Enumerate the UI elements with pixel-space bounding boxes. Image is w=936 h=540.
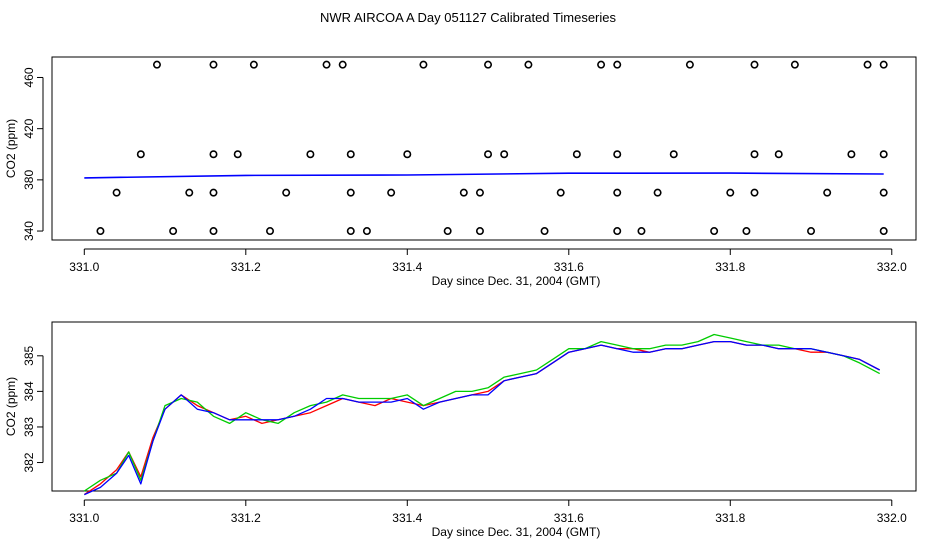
data-point — [387, 188, 396, 197]
x-tick-label: 331.6 — [554, 260, 584, 274]
series-line-2 — [84, 340, 881, 496]
data-point — [863, 60, 872, 69]
plot-frame — [51, 321, 917, 492]
data-point — [475, 227, 484, 236]
data-point — [112, 188, 121, 197]
x-tick-label: 331.0 — [69, 511, 99, 525]
data-point — [484, 60, 493, 69]
data-point — [484, 150, 493, 159]
data-point — [346, 150, 355, 159]
data-point — [500, 150, 509, 159]
data-point — [185, 188, 194, 197]
data-point — [152, 60, 161, 69]
data-point — [338, 60, 347, 69]
x-tick-label: 332.0 — [877, 260, 907, 274]
data-point — [879, 60, 888, 69]
data-point — [443, 227, 452, 236]
plot-frame — [51, 56, 917, 241]
data-point — [346, 227, 355, 236]
y-axis-label: CO2 (ppm) — [4, 377, 18, 436]
y-tick-label: 340 — [22, 221, 36, 241]
data-point — [710, 227, 719, 236]
y-tick-label: 380 — [22, 170, 36, 190]
data-point — [750, 188, 759, 197]
y-axis-label: CO2 (ppm) — [4, 119, 18, 178]
data-point — [322, 60, 331, 69]
data-point — [653, 188, 662, 197]
data-point — [306, 150, 315, 159]
data-point — [169, 227, 178, 236]
data-point — [282, 188, 291, 197]
data-point — [346, 188, 355, 197]
x-tick-label: 331.8 — [715, 260, 745, 274]
data-point — [613, 227, 622, 236]
data-point — [233, 150, 242, 159]
data-point — [613, 150, 622, 159]
data-point — [362, 227, 371, 236]
y-tick-label: 384 — [22, 381, 36, 401]
data-point — [209, 150, 218, 159]
data-point — [879, 227, 888, 236]
data-point — [685, 60, 694, 69]
x-tick-label: 331.8 — [715, 511, 745, 525]
data-point — [774, 150, 783, 159]
data-point — [96, 227, 105, 236]
data-point — [669, 150, 678, 159]
data-point — [879, 188, 888, 197]
x-tick-label: 331.0 — [69, 260, 99, 274]
x-axis-label: Day since Dec. 31, 2004 (GMT) — [432, 274, 601, 288]
data-point — [209, 188, 218, 197]
data-point — [459, 188, 468, 197]
y-tick-label: 385 — [22, 345, 36, 365]
data-point — [209, 227, 218, 236]
data-point — [637, 227, 646, 236]
data-point — [597, 60, 606, 69]
data-point — [613, 60, 622, 69]
y-tick-label: 383 — [22, 417, 36, 437]
x-tick-label: 331.4 — [392, 260, 422, 274]
data-point — [750, 60, 759, 69]
chart-title: NWR AIRCOA A Day 051127 Calibrated Times… — [320, 10, 616, 25]
y-tick-label: 382 — [22, 452, 36, 472]
x-axis-label: Day since Dec. 31, 2004 (GMT) — [432, 525, 601, 539]
data-point — [613, 188, 622, 197]
data-point — [847, 150, 856, 159]
data-point — [823, 188, 832, 197]
data-point — [807, 227, 816, 236]
data-point — [742, 227, 751, 236]
series-line-1 — [83, 333, 881, 492]
data-point — [524, 60, 533, 69]
data-point — [750, 150, 759, 159]
data-point — [419, 60, 428, 69]
series-line-0 — [83, 340, 881, 496]
data-point — [790, 60, 799, 69]
y-tick-label: 460 — [22, 67, 36, 87]
data-point — [475, 188, 484, 197]
data-point — [209, 60, 218, 69]
y-tick-label: 420 — [22, 118, 36, 138]
data-point — [556, 188, 565, 197]
x-tick-label: 331.2 — [231, 260, 261, 274]
x-tick-label: 331.6 — [554, 511, 584, 525]
data-point — [266, 227, 275, 236]
data-point — [136, 150, 145, 159]
series-line-co2 — [84, 172, 884, 179]
data-point — [249, 60, 258, 69]
data-point — [540, 227, 549, 236]
data-point — [879, 150, 888, 159]
data-point — [572, 150, 581, 159]
x-tick-label: 332.0 — [877, 511, 907, 525]
x-tick-label: 331.4 — [392, 511, 422, 525]
panel-line: 331.0 331.2 331.4 331.6 331.8 332.0 Day since … — [4, 321, 917, 539]
panel-scatter: 331.0 331.2 331.4 331.6 331.8 332.0 Day since … — [4, 56, 917, 288]
data-point — [726, 188, 735, 197]
x-tick-label: 331.2 — [231, 511, 261, 525]
data-point — [403, 150, 412, 159]
